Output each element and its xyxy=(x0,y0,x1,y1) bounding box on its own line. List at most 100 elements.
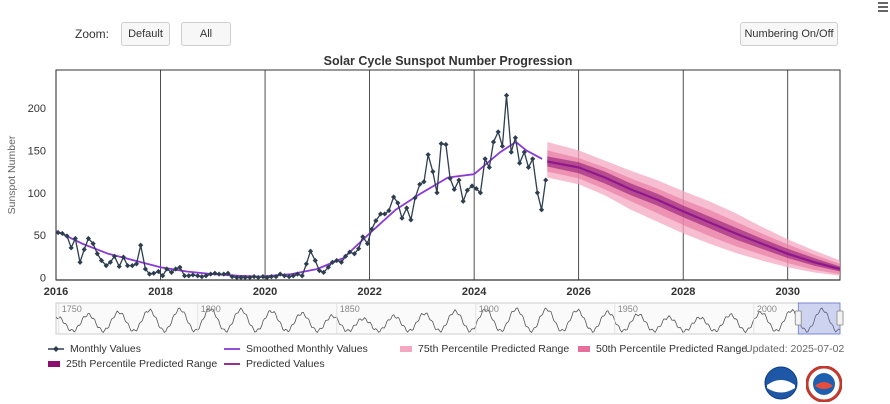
monthly-point[interactable] xyxy=(329,259,336,265)
monthly-point[interactable] xyxy=(338,259,344,265)
monthly-point[interactable] xyxy=(477,190,484,196)
monthly-point[interactable] xyxy=(417,181,423,187)
monthly-point[interactable] xyxy=(181,273,188,279)
monthly-point[interactable] xyxy=(538,207,545,213)
legend-item-predicted[interactable]: Predicted Values xyxy=(224,358,325,370)
monthly-point[interactable] xyxy=(447,175,453,181)
monthly-point[interactable] xyxy=(307,248,314,254)
monthly-point[interactable] xyxy=(512,135,519,141)
monthly-point[interactable] xyxy=(473,185,479,192)
legend-item-monthly[interactable]: Monthly Values xyxy=(48,343,141,355)
legend-item-p75[interactable]: 75th Percentile Predicted Range xyxy=(400,343,569,355)
monthly-point[interactable] xyxy=(151,270,157,276)
monthly-point[interactable] xyxy=(72,235,78,242)
monthly-point[interactable] xyxy=(208,271,214,277)
monthly-point[interactable] xyxy=(482,156,488,162)
monthly-point[interactable] xyxy=(360,234,366,240)
monthly-point[interactable] xyxy=(107,259,113,265)
monthly-point[interactable] xyxy=(129,263,135,269)
monthly-point[interactable] xyxy=(391,194,397,200)
monthly-point[interactable] xyxy=(142,266,148,272)
monthly-point[interactable] xyxy=(133,261,140,267)
monthly-point[interactable] xyxy=(190,272,196,278)
navigator-right-handle[interactable] xyxy=(836,310,844,326)
monthly-point[interactable] xyxy=(356,246,362,252)
monthly-point[interactable] xyxy=(111,253,118,259)
monthly-point[interactable] xyxy=(530,156,536,162)
monthly-point[interactable] xyxy=(120,254,127,260)
monthly-point[interactable] xyxy=(273,274,279,280)
monthly-point[interactable] xyxy=(347,249,353,255)
monthly-point[interactable] xyxy=(351,251,358,257)
monthly-point[interactable] xyxy=(399,215,405,221)
monthly-point[interactable] xyxy=(286,274,292,280)
monthly-point[interactable] xyxy=(177,264,183,270)
monthly-point[interactable] xyxy=(59,230,65,237)
monthly-point[interactable] xyxy=(373,218,379,224)
monthly-point[interactable] xyxy=(421,179,427,185)
monthly-point[interactable] xyxy=(334,257,340,264)
monthly-point[interactable] xyxy=(503,92,510,99)
navigator-left-handle[interactable] xyxy=(794,310,802,326)
monthly-point[interactable] xyxy=(55,229,61,236)
monthly-point[interactable] xyxy=(81,246,87,253)
monthly-point[interactable] xyxy=(316,268,323,274)
monthly-point[interactable] xyxy=(438,141,444,147)
legend-item-smoothed[interactable]: Smoothed Monthly Values xyxy=(224,343,368,355)
monthly-point[interactable] xyxy=(460,198,466,204)
monthly-point[interactable] xyxy=(90,240,96,247)
navigator-selection[interactable] xyxy=(797,302,841,335)
monthly-point[interactable] xyxy=(195,273,201,279)
monthly-point[interactable] xyxy=(251,274,257,280)
monthly-point[interactable] xyxy=(68,245,74,251)
monthly-point[interactable] xyxy=(303,261,309,267)
monthly-point[interactable] xyxy=(382,211,388,217)
monthly-point[interactable] xyxy=(164,266,170,272)
monthly-point[interactable] xyxy=(77,259,83,265)
monthly-point[interactable] xyxy=(94,251,100,257)
monthly-point[interactable] xyxy=(216,271,222,277)
hamburger-menu-icon[interactable] xyxy=(878,2,888,14)
monthly-point[interactable] xyxy=(64,233,70,239)
monthly-point[interactable] xyxy=(434,190,440,196)
navigator[interactable]: 1750 1800 1850 1900 1950 2000 xyxy=(55,302,844,335)
monthly-point[interactable] xyxy=(364,240,371,247)
monthly-point[interactable] xyxy=(225,270,231,276)
legend-item-p25[interactable]: 25th Percentile Predicted Range xyxy=(48,358,217,370)
monthly-point[interactable] xyxy=(443,141,449,148)
monthly-point[interactable] xyxy=(499,143,505,149)
legend-item-p50[interactable]: 50th Percentile Predicted Range xyxy=(578,343,747,355)
monthly-point[interactable] xyxy=(321,269,327,275)
monthly-point[interactable] xyxy=(229,274,235,280)
monthly-point[interactable] xyxy=(155,268,162,275)
zoom-all-button[interactable]: All xyxy=(181,22,231,46)
monthly-point[interactable] xyxy=(103,263,109,269)
monthly-point[interactable] xyxy=(186,273,192,279)
monthly-point[interactable] xyxy=(508,149,514,155)
monthly-point[interactable] xyxy=(242,274,248,281)
monthly-point[interactable] xyxy=(221,271,227,277)
monthly-point[interactable] xyxy=(116,263,122,270)
monthly-point[interactable] xyxy=(543,177,549,183)
monthly-point[interactable] xyxy=(342,253,349,259)
monthly-point[interactable] xyxy=(490,139,497,145)
monthly-point[interactable] xyxy=(534,190,540,196)
monthly-point[interactable] xyxy=(408,217,414,223)
monthly-point[interactable] xyxy=(146,271,153,277)
monthly-point[interactable] xyxy=(264,274,270,281)
monthly-point[interactable] xyxy=(495,129,501,135)
monthly-point[interactable] xyxy=(377,211,384,217)
monthly-point[interactable] xyxy=(521,149,527,155)
monthly-point[interactable] xyxy=(486,164,492,170)
monthly-point[interactable] xyxy=(312,257,318,264)
monthly-point[interactable] xyxy=(412,195,418,201)
monthly-point[interactable] xyxy=(386,207,392,214)
monthly-point[interactable] xyxy=(85,235,92,242)
monthly-point[interactable] xyxy=(299,273,305,279)
monthly-point[interactable] xyxy=(281,273,288,279)
monthly-point[interactable] xyxy=(247,274,253,281)
monthly-point[interactable] xyxy=(173,266,179,272)
monthly-point[interactable] xyxy=(325,264,331,270)
monthly-point[interactable] xyxy=(199,274,205,280)
monthly-point[interactable] xyxy=(464,187,470,193)
